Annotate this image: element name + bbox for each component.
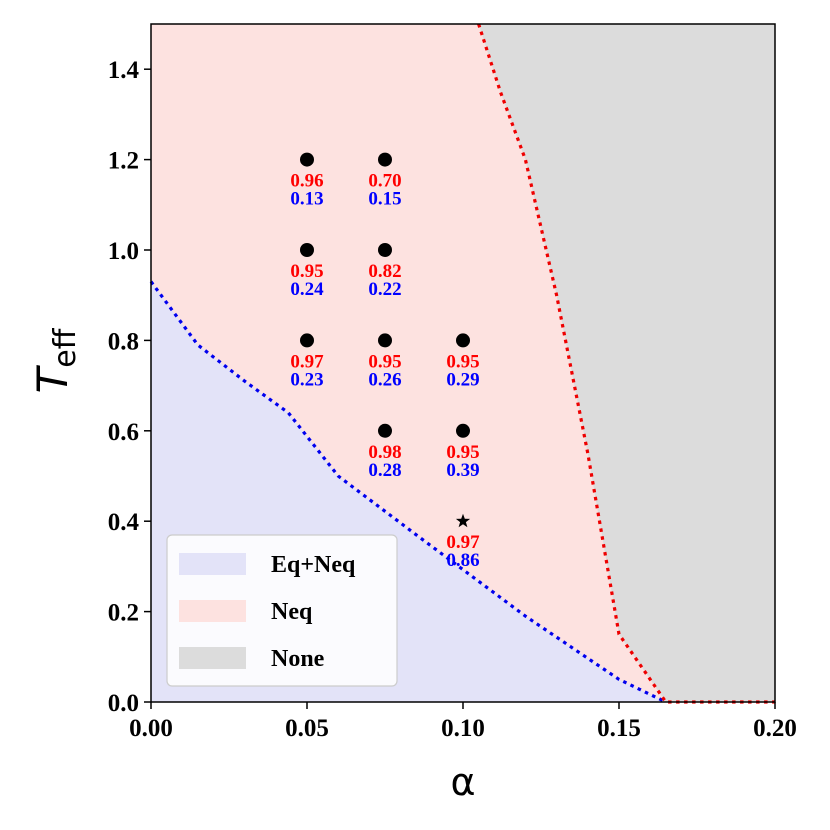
y-tick-label: 0.0 [108, 690, 139, 717]
red-value-label: 0.82 [368, 261, 401, 282]
data-points: 0.960.130.700.150.950.240.820.220.970.23… [290, 152, 480, 571]
circle-marker [378, 152, 392, 167]
y-tick-label: 0.6 [108, 419, 139, 446]
legend-swatch [179, 553, 246, 575]
blue-value-label: 0.15 [368, 189, 401, 210]
legend-label: Neq [271, 599, 313, 625]
blue-value-label: 0.24 [290, 279, 324, 300]
star-marker [455, 513, 471, 528]
legend-label: Eq+Neq [271, 552, 356, 578]
blue-boundary-line [149, 280, 667, 704]
y-tick-label: 1.0 [108, 238, 139, 265]
red-value-label: 0.97 [446, 532, 480, 553]
x-tick-label: 0.20 [753, 715, 797, 742]
red-boundary-line [477, 23, 775, 704]
y-axis-label-subscript: eff [48, 327, 83, 367]
red-value-label: 0.70 [368, 171, 401, 192]
circle-marker [456, 333, 470, 348]
y-tick-label: 0.8 [108, 328, 139, 355]
y-tick-label: 0.2 [108, 600, 139, 627]
red-value-label: 0.95 [290, 261, 323, 282]
legend-swatch [179, 600, 246, 622]
red-value-label: 0.95 [368, 351, 401, 372]
circle-marker [378, 333, 392, 348]
x-tick-label: 0.00 [129, 715, 173, 742]
blue-value-label: 0.22 [368, 279, 401, 300]
circle-marker [300, 152, 314, 167]
blue-value-label: 0.39 [446, 460, 479, 481]
axis-ticks: 0.00 0.05 0.10 0.15 0.20 0.0 0.2 0.4 0.6 0.8 1.0 1.… [108, 57, 797, 742]
blue-value-label: 0.29 [446, 369, 479, 390]
y-tick-label: 1.2 [108, 148, 139, 175]
circle-marker [378, 243, 392, 257]
blue-value-label: 0.26 [368, 369, 401, 390]
red-value-label: 0.95 [446, 351, 479, 372]
x-axis-label: α [450, 760, 475, 804]
red-value-label: 0.96 [290, 171, 323, 192]
x-tick-label: 0.10 [441, 715, 485, 742]
x-tick-label: 0.15 [597, 715, 641, 742]
circle-marker [378, 423, 392, 438]
blue-value-label: 0.28 [368, 460, 401, 481]
blue-value-label: 0.86 [446, 550, 479, 571]
y-axis-label-main: T [28, 364, 77, 393]
blue-value-label: 0.13 [290, 189, 323, 210]
red-value-label: 0.95 [446, 442, 479, 463]
red-value-label: 0.97 [290, 351, 324, 372]
circle-marker [456, 423, 470, 438]
circle-marker [300, 243, 314, 257]
y-tick-label: 1.4 [108, 57, 140, 84]
legend: Eq+Neq Neq None [166, 534, 398, 687]
circle-marker [300, 333, 314, 348]
phase-boundaries [149, 23, 775, 704]
legend-swatch [179, 647, 246, 669]
y-axis-label: Teff [28, 327, 83, 393]
legend-label: None [271, 646, 325, 672]
y-tick-label: 0.4 [108, 509, 140, 536]
blue-value-label: 0.23 [290, 369, 323, 390]
red-value-label: 0.98 [368, 442, 401, 463]
x-tick-label: 0.05 [285, 715, 329, 742]
